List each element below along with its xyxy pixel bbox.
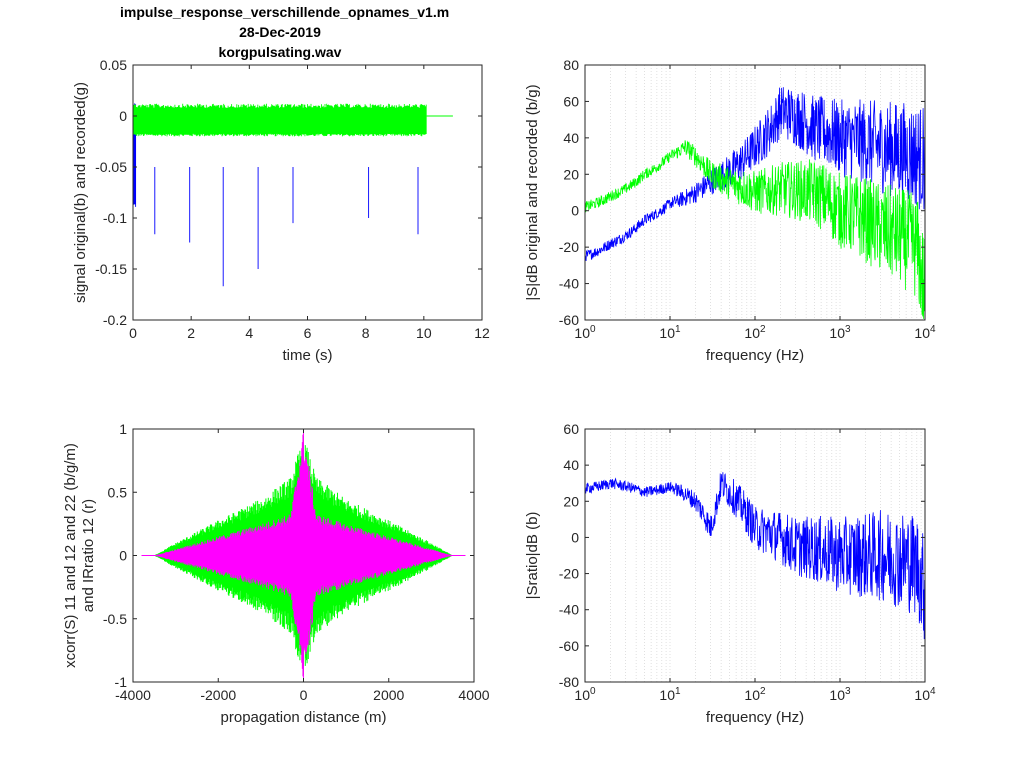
y-tick-label: -60	[559, 638, 579, 654]
x-tick-label: 104	[914, 324, 936, 341]
y-axis-label: signal original(b) and recorded(g)	[72, 82, 89, 303]
y-tick-label: 1	[119, 421, 127, 437]
y-tick-label: -20	[559, 566, 579, 582]
series-group	[584, 472, 926, 640]
x-axis-label: frequency (Hz)	[706, 347, 804, 364]
y-tick-label: 20	[563, 166, 579, 182]
series-group	[584, 87, 926, 319]
x-tick-label: 6	[304, 325, 312, 341]
chart-time-signal: 0 2 4 6 8 10 12 -0.2 -0.15 -0.1 -0.05 0 0.05 time (s)…	[72, 57, 490, 364]
y-tick-label: 0.05	[100, 57, 127, 73]
y-tick-label: -20	[559, 239, 579, 255]
y-tick-label: -0.1	[103, 210, 127, 226]
x-tick-label: 103	[829, 686, 851, 703]
y-tick-label: 0	[571, 203, 579, 219]
y-tick-label: -40	[559, 276, 579, 292]
chart-xcorr: -4000 -2000 0 2000 4000 -1 -0.5 0 0.5 1 propagatio…	[62, 421, 490, 726]
series-line	[584, 472, 926, 640]
x-axis-label: frequency (Hz)	[706, 709, 804, 726]
x-tick-label: 0	[129, 325, 137, 341]
chart-spectrum: 100 101 102 103 104 -60 -40 -20 0 20 40 60 80 frequen…	[524, 57, 936, 364]
y-axis-label: and IRratio 12 (r)	[80, 499, 97, 612]
y-tick-label: -80	[559, 674, 579, 690]
y-tick-label: -0.5	[103, 611, 127, 627]
y-tick-label: 80	[563, 57, 579, 73]
x-tick-label: -4000	[115, 687, 151, 703]
y-tick-label: -1	[115, 674, 128, 690]
series-line	[141, 429, 466, 682]
y-tick-label: 60	[563, 421, 579, 437]
figure-title-line-2: 28-Dec-2019	[239, 24, 321, 40]
y-tick-label: 0	[571, 529, 579, 545]
series-line	[132, 103, 453, 137]
y-axis-label: xcorr(S) 11 and 12 and 22 (b/g/m)	[62, 443, 79, 668]
y-axis-label: |S|dB original and recorded (b/g)	[524, 84, 541, 300]
chart-ratio: 100 101 102 103 104 -80 -60 -40 -20 0 20 40 60 freque…	[524, 421, 936, 726]
figure-title-line-1: impulse_response_verschillende_opnames_v…	[120, 4, 450, 20]
y-tick-label: 0.5	[108, 484, 128, 500]
y-tick-label: -40	[559, 602, 579, 618]
y-tick-label: 40	[563, 130, 579, 146]
x-tick-label: 100	[574, 686, 596, 703]
x-tick-label: 4000	[458, 687, 489, 703]
y-tick-label: -0.15	[95, 261, 127, 277]
x-tick-label: 12	[474, 325, 490, 341]
x-axis-label: time (s)	[283, 347, 333, 364]
x-tick-label: 104	[914, 686, 936, 703]
x-axis-label: propagation distance (m)	[221, 709, 387, 726]
figure-title-line-3: korgpulsating.wav	[218, 44, 342, 60]
x-tick-label: 2	[187, 325, 195, 341]
x-tick-label: 101	[659, 324, 681, 341]
x-tick-label: 102	[744, 324, 766, 341]
series-line	[584, 140, 926, 319]
x-tick-label: 0	[300, 687, 308, 703]
x-tick-label: 100	[574, 324, 596, 341]
y-tick-label: -0.05	[95, 159, 127, 175]
x-tick-label: 103	[829, 324, 851, 341]
x-tick-label: 102	[744, 686, 766, 703]
y-tick-label: -60	[559, 312, 579, 328]
y-tick-label: 0	[119, 108, 127, 124]
x-tick-label: 10	[416, 325, 432, 341]
x-tick-label: 2000	[373, 687, 404, 703]
x-tick-label: -2000	[200, 687, 236, 703]
y-tick-label: 60	[563, 93, 579, 109]
x-tick-label: 101	[659, 686, 681, 703]
series-group	[141, 429, 466, 682]
x-tick-label: 4	[245, 325, 253, 341]
y-tick-label: -0.2	[103, 312, 127, 328]
plot-area	[133, 65, 482, 320]
y-tick-label: 0	[119, 548, 127, 564]
y-axis-label: |Sratio|dB (b)	[524, 512, 541, 600]
y-tick-label: 20	[563, 493, 579, 509]
x-tick-label: 8	[362, 325, 370, 341]
series-line	[584, 87, 926, 262]
y-tick-label: 40	[563, 457, 579, 473]
